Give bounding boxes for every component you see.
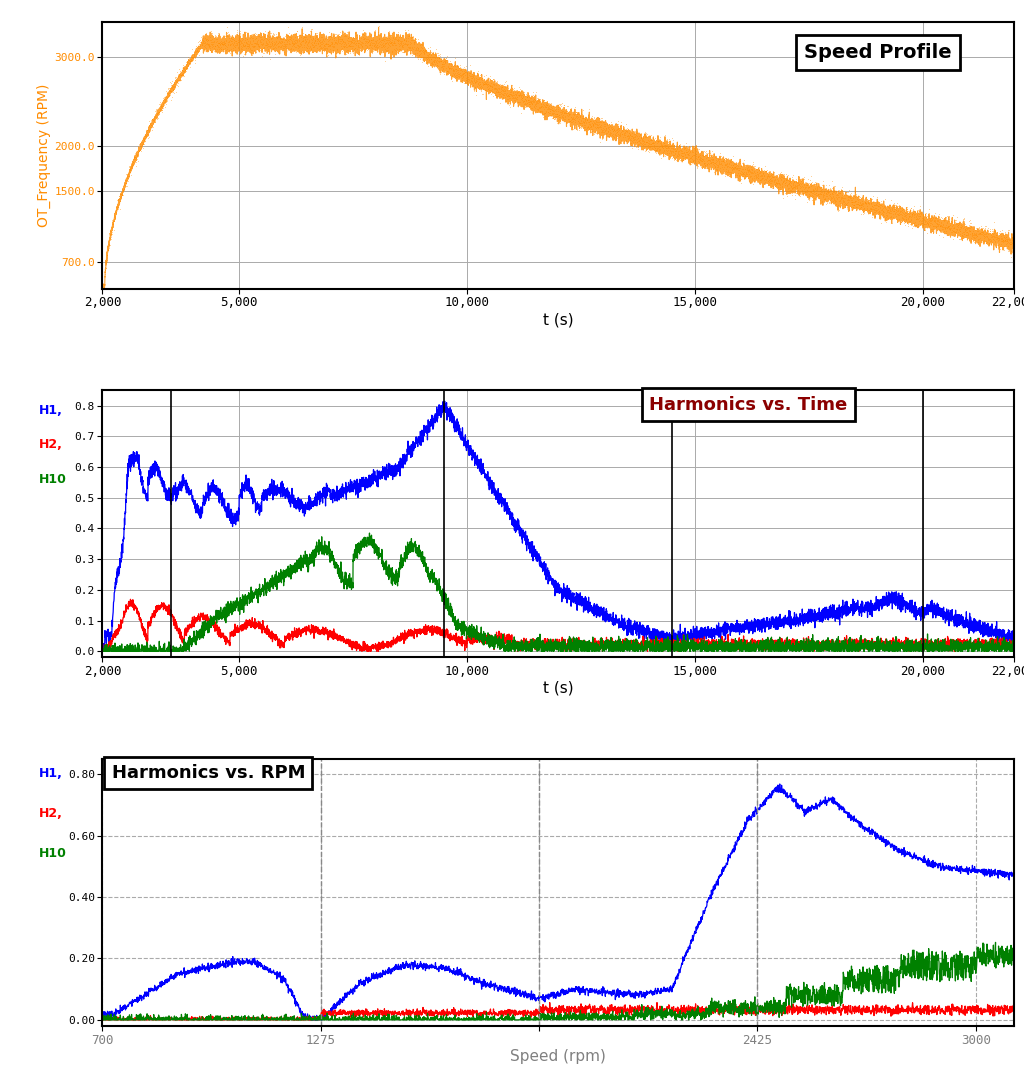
Text: H2,: H2, (39, 807, 62, 820)
Text: H2,: H2, (39, 438, 62, 451)
Text: H10: H10 (39, 847, 67, 860)
X-axis label: t (s): t (s) (543, 312, 573, 327)
Text: H10: H10 (39, 473, 67, 486)
Text: H1,: H1, (39, 767, 62, 780)
Text: Speed Profile: Speed Profile (804, 43, 951, 62)
X-axis label: t (s): t (s) (543, 680, 573, 696)
Text: Harmonics vs. Time: Harmonics vs. Time (649, 395, 848, 414)
X-axis label: Speed (rpm): Speed (rpm) (510, 1050, 606, 1065)
Text: Harmonics vs. RPM: Harmonics vs. RPM (112, 765, 305, 782)
Text: H1,: H1, (39, 404, 62, 417)
Y-axis label: OT_Frequency (RPM): OT_Frequency (RPM) (37, 83, 51, 227)
